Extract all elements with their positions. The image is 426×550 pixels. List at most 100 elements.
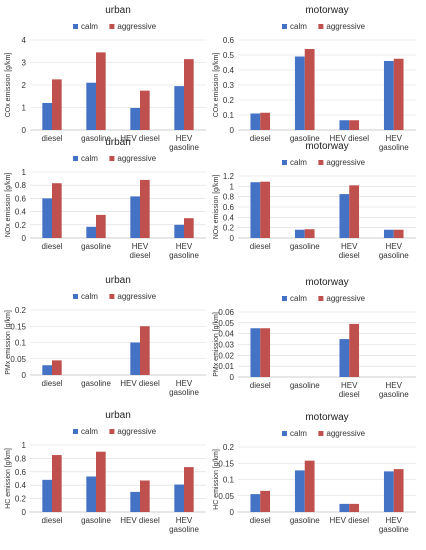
- x-tick-label: diesel: [250, 516, 271, 525]
- x-tick-label: gasoline: [81, 242, 111, 251]
- bar-calm: [86, 476, 96, 512]
- x-tick-line: gasoline: [81, 379, 111, 388]
- x-tick-line: HEV: [386, 381, 403, 390]
- chart-legend: calm aggressive: [282, 429, 366, 438]
- y-tick-label: 0.2: [223, 224, 235, 233]
- x-tick-line: HEV diesel: [329, 516, 369, 525]
- legend-swatch-aggressive: [318, 160, 324, 165]
- x-tick-label: diesel: [42, 516, 63, 525]
- x-tick-label: HEV diesel: [329, 134, 369, 143]
- legend-label-calm: calm: [290, 294, 307, 303]
- bar-aggressive: [52, 360, 62, 375]
- y-tick-label: 0: [230, 373, 235, 382]
- legend-label-aggressive: aggressive: [117, 427, 156, 436]
- bar-calm: [130, 107, 140, 130]
- bar-aggressive: [96, 451, 106, 512]
- y-tick-label: 0.2: [15, 495, 27, 504]
- bar-aggressive: [393, 229, 404, 238]
- y-tick-label: 0: [230, 126, 235, 135]
- y-tick-label: 2: [22, 81, 27, 90]
- bar-calm: [383, 229, 394, 238]
- legend-label-aggressive: aggressive: [326, 294, 365, 303]
- x-tick-line: gasoline: [379, 390, 409, 399]
- bar-calm: [250, 494, 261, 512]
- chart-panel-8: motorway calm aggressive 0 0.05 0.1 0.15 0.2HC …: [213, 412, 416, 534]
- y-axis-label: PMx emission [g/km]: [213, 312, 220, 377]
- y-tick-label: 0.4: [15, 481, 27, 490]
- y-axis-label: NOx emission [g/km]: [213, 175, 220, 240]
- y-tick-label: 0.03: [218, 341, 234, 350]
- y-axis-label: COx emission [g/km]: [213, 53, 220, 118]
- legend-swatch-calm: [282, 296, 287, 301]
- x-tick-label: HEV diesel: [120, 134, 160, 143]
- bar-calm: [339, 120, 350, 130]
- y-tick-label: 4: [22, 36, 27, 45]
- bar-calm: [294, 56, 305, 130]
- legend-label-aggressive: aggressive: [326, 22, 365, 31]
- legend-label-aggressive: aggressive: [117, 292, 156, 301]
- y-tick-label: 0.1: [15, 339, 27, 348]
- bar-calm: [174, 484, 184, 512]
- x-tick-label: HEV diesel: [120, 516, 160, 525]
- x-tick-line: gasoline: [169, 143, 199, 152]
- bar-aggressive: [260, 328, 271, 377]
- bar-calm: [294, 470, 305, 512]
- y-tick-label: 0: [22, 234, 27, 243]
- bar-aggressive: [349, 323, 360, 377]
- legend-swatch-aggressive: [109, 156, 115, 161]
- chart-legend: calm aggressive: [73, 292, 157, 301]
- x-tick-line: gasoline: [379, 143, 409, 152]
- legend-label-aggressive: aggressive: [117, 154, 156, 163]
- y-tick-label: 0: [230, 234, 235, 243]
- legend-swatch-aggressive: [109, 429, 115, 434]
- x-tick-line: HEV: [341, 242, 358, 251]
- bar-calm: [174, 86, 184, 130]
- y-tick-label: 0.1: [223, 111, 235, 120]
- x-tick-line: gasoline: [379, 525, 409, 534]
- x-tick-line: HEV: [176, 379, 193, 388]
- bar-calm: [250, 328, 261, 377]
- y-tick-label: 0.6: [223, 203, 235, 212]
- bar-aggressive: [304, 229, 315, 238]
- bar-calm: [339, 194, 350, 238]
- bar-aggressive: [96, 52, 106, 130]
- y-axis-label: PMx emission [g/km]: [5, 310, 12, 375]
- bar-aggressive: [304, 49, 315, 130]
- chart-panel-1: urban calm aggressive 0 1 2 3 4 COx emission [g/…: [5, 5, 206, 152]
- y-tick-label: 0.8: [223, 193, 235, 202]
- x-tick-label: gasoline: [290, 381, 320, 390]
- x-tick-label: diesel: [42, 134, 63, 143]
- x-tick-label: HEV gasoline: [379, 516, 409, 534]
- x-tick-label: HEV gasoline: [169, 242, 199, 260]
- chart-title: motorway: [305, 277, 348, 288]
- chart-title: urban: [105, 275, 131, 286]
- x-tick-label: HEV gasoline: [169, 134, 199, 152]
- x-tick-line: HEV: [176, 516, 193, 525]
- legend-swatch-aggressive: [109, 294, 115, 299]
- bar-calm: [42, 479, 52, 512]
- x-tick-line: gasoline: [169, 525, 199, 534]
- legend-swatch-calm: [73, 156, 78, 161]
- y-axis-label: COx emission [g/km]: [5, 53, 12, 118]
- bar-aggressive: [260, 112, 271, 130]
- bar-calm: [339, 339, 350, 377]
- x-tick-label: HEV diesel: [120, 379, 160, 388]
- bar-aggressive: [52, 183, 62, 238]
- x-tick-line: HEV diesel: [120, 134, 160, 143]
- y-tick-label: 0.15: [218, 459, 234, 468]
- bar-calm: [294, 229, 305, 238]
- y-tick-label: 0.15: [10, 322, 26, 331]
- x-tick-line: diesel: [42, 134, 63, 143]
- x-tick-label: diesel: [42, 242, 63, 251]
- bar-calm: [42, 103, 52, 130]
- legend-swatch-calm: [73, 429, 78, 434]
- x-tick-line: gasoline: [290, 242, 320, 251]
- y-tick-label: 1.2: [223, 172, 235, 181]
- y-tick-label: 0.06: [218, 308, 234, 317]
- bar-aggressive: [260, 181, 271, 238]
- legend-label-aggressive: aggressive: [326, 158, 365, 167]
- y-tick-label: 1: [22, 168, 27, 177]
- y-tick-label: 0: [22, 371, 27, 380]
- y-tick-label: 0: [22, 508, 27, 517]
